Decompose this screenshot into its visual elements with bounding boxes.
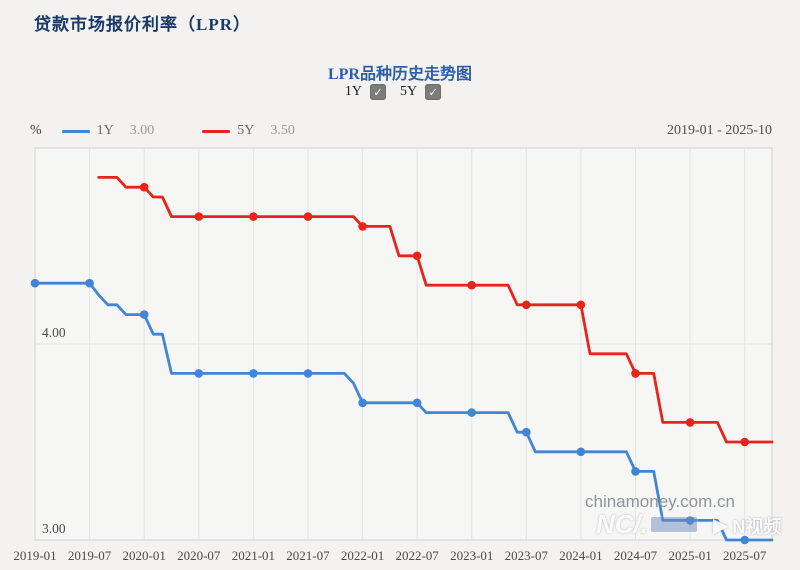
watermark-nvideo-logo: ▶ N视频 (713, 513, 781, 539)
series-marker-1y (303, 369, 313, 378)
page-title: 贷款市场报价利率（LPR） (34, 15, 251, 34)
series-marker-5y (631, 369, 640, 378)
toggle-checkbox-1y[interactable]: ✓ (370, 84, 386, 100)
series-toggle-row: 1Y ✓ 5Y ✓ (0, 84, 800, 100)
series-marker-1y (139, 310, 149, 319)
watermark-nc-logo: NC/. (596, 511, 697, 537)
series-marker-1y (412, 398, 422, 408)
chart-title: LPR品种历史走势图 (327, 66, 472, 83)
series-marker-5y (522, 300, 531, 310)
series-marker-1y (358, 398, 367, 408)
watermark-chinamoney: chinamoney.com.cn (585, 492, 735, 511)
x-axis-tick-label: 2022-01 (341, 548, 384, 563)
nc-logo-badge (651, 516, 697, 532)
series-line-1y (33, 281, 774, 542)
chart-meta-row: % 1Y 3.00 5Y 3.50 2019-01 - 2025-10 (30, 123, 772, 139)
x-axis-tick-label: 2019-07 (68, 548, 112, 563)
legend-value-5y: 3.50 (270, 123, 295, 138)
x-axis-tick-label: 2020-07 (177, 548, 221, 563)
x-axis-tick-label: 2024-01 (559, 548, 602, 563)
series-marker-1y (576, 447, 586, 457)
legend-label-5y: 5Y (237, 123, 255, 138)
x-axis-tick-label: 2024-07 (614, 548, 658, 563)
series-marker-5y (194, 212, 204, 221)
series-marker-5y (139, 182, 149, 192)
series-marker-1y (467, 408, 477, 417)
series-marker-1y (522, 427, 531, 437)
checkmark-icon: ✓ (428, 85, 438, 99)
series-marker-1y (194, 369, 204, 378)
x-axis-tick-label: 2021-07 (286, 548, 330, 563)
y-axis-tick-label: 4.00 (42, 325, 66, 340)
legend-item-5y: 5Y 3.50 (202, 123, 295, 139)
play-icon: ▶ (713, 515, 729, 537)
legend-item-1y: 1Y 3.00 (61, 123, 155, 139)
series-marker-1y (249, 369, 258, 378)
checkmark-icon: ✓ (373, 85, 383, 99)
x-axis-tick-label: 2025-07 (723, 548, 767, 563)
x-axis-tick-label: 2023-01 (450, 548, 493, 563)
legend-label-1y: 1Y (96, 123, 114, 138)
series-marker-5y (303, 212, 313, 221)
series-marker-1y (631, 467, 640, 476)
series-marker-5y (576, 300, 586, 310)
y-axis-tick-label: 3.00 (42, 521, 66, 536)
series-marker-5y (740, 437, 749, 447)
x-axis-tick-label: 2023-07 (505, 548, 549, 563)
x-axis-tick-label: 2022-07 (395, 548, 439, 563)
x-axis-tick-label: 2025-01 (668, 548, 711, 563)
series-marker-5y (685, 418, 695, 427)
legend-value-1y: 3.00 (129, 123, 155, 138)
date-range: 2019-01 - 2025-10 (667, 123, 772, 138)
legend-line-5y-icon (202, 129, 231, 133)
legend-line-1y-icon (61, 129, 90, 133)
series-marker-1y (740, 535, 749, 545)
toggle-label-5y: 5Y (400, 84, 418, 99)
series-marker-5y (249, 212, 258, 221)
x-axis-tick-label: 2021-01 (232, 548, 275, 563)
nvideo-logo-text: N视频 (732, 517, 782, 537)
toggle-label-1y: 1Y (344, 84, 362, 99)
nc-logo-text: NC/. (596, 509, 648, 539)
series-marker-5y (412, 251, 422, 261)
x-axis-tick-label: 2020-01 (123, 548, 166, 563)
series-marker-5y (467, 280, 477, 290)
y-axis-unit: % (30, 123, 42, 138)
x-axis-tick-label: 2019-01 (13, 548, 56, 563)
series-marker-5y (358, 222, 367, 231)
toggle-checkbox-5y[interactable]: ✓ (425, 84, 442, 100)
series-marker-1y (85, 278, 94, 288)
series-line-5y (97, 175, 774, 444)
series-marker-1y (30, 278, 40, 288)
